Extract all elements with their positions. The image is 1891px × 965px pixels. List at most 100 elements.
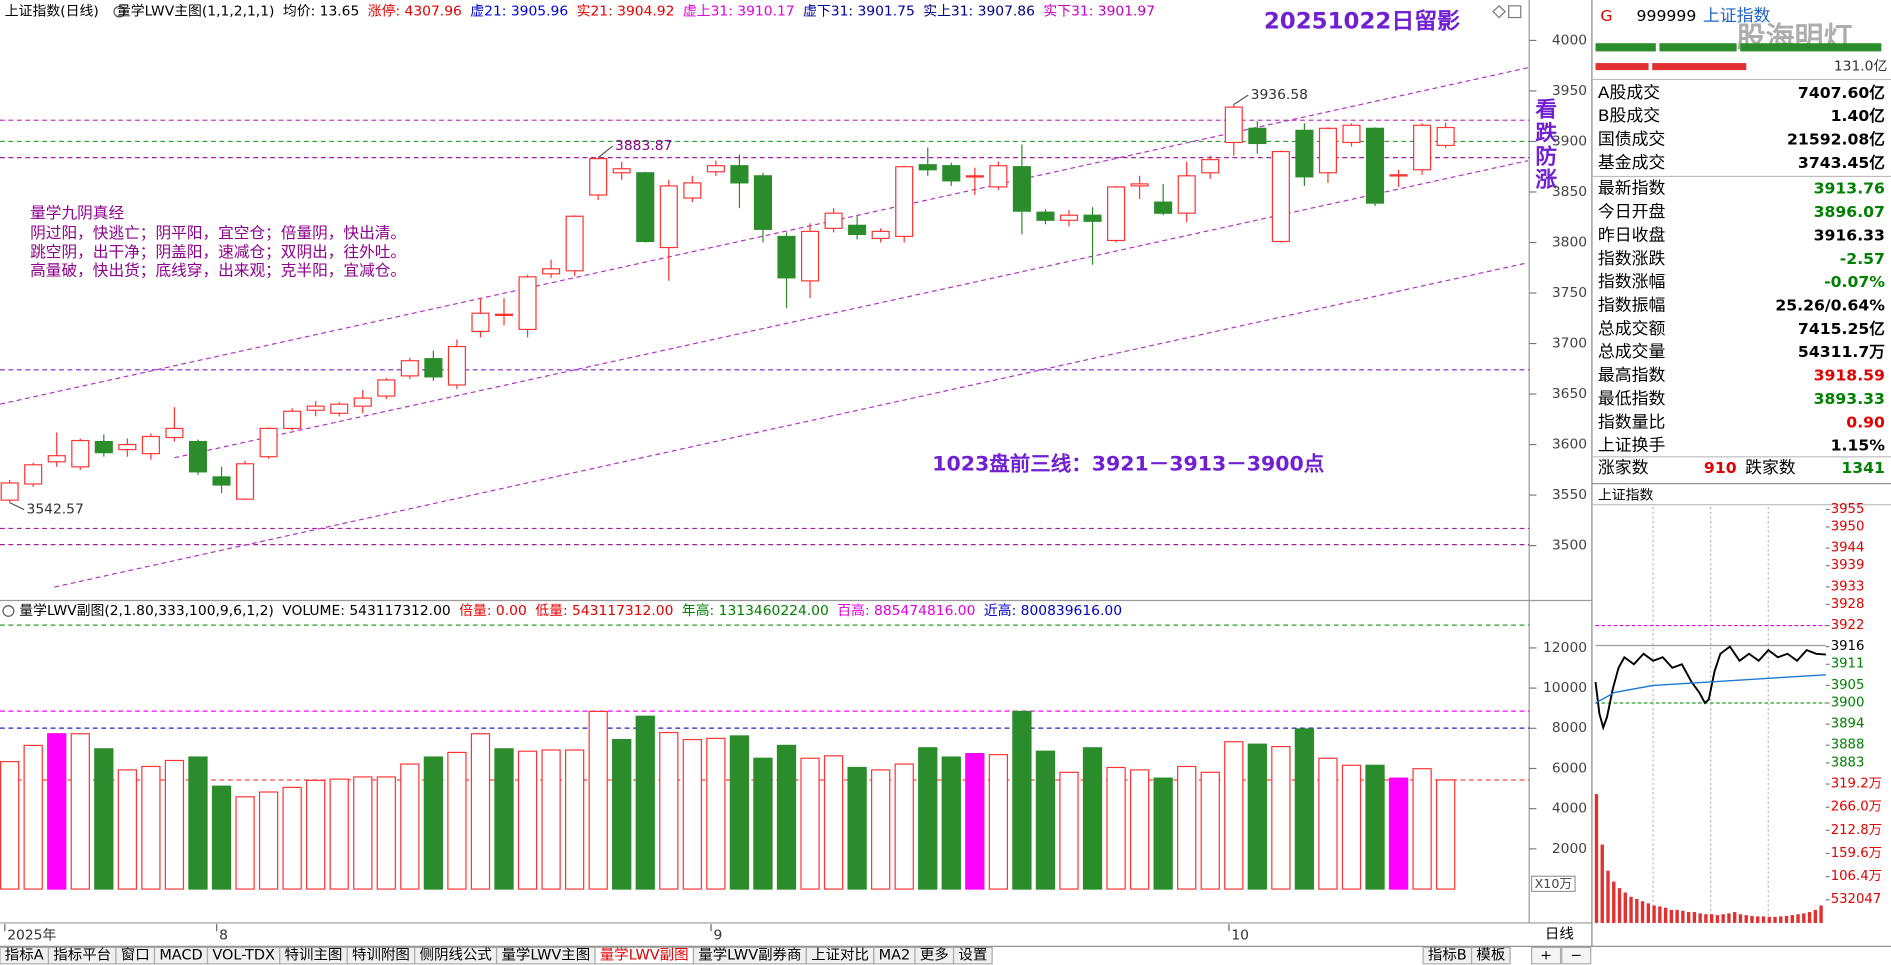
header-item: 百高: 885474816.00: [837, 602, 975, 619]
volume-bar: [1436, 779, 1456, 890]
tool-icon[interactable]: [1508, 5, 1522, 19]
y-tick-label: 3928: [1831, 597, 1865, 612]
volume-bar: [282, 786, 302, 890]
candle-body: [1059, 214, 1079, 221]
candle-body: [236, 463, 255, 500]
tab-label[interactable]: 窗口: [121, 946, 150, 964]
tab-label[interactable]: 量学LWV副券商: [698, 947, 801, 964]
zoom-out[interactable]: −: [1570, 948, 1582, 964]
x-tick-label: 10: [1231, 928, 1249, 944]
candle-body: [306, 405, 325, 411]
quote-label: 昨日收盘: [1598, 226, 1666, 245]
candle-body: [989, 165, 1008, 188]
zoom-button[interactable]: [1531, 946, 1562, 965]
tab-label[interactable]: VOL-TDX: [212, 948, 275, 964]
volume-bar: [1365, 764, 1385, 890]
intraday-volume-bar: [1635, 899, 1639, 923]
volume-bar: [188, 756, 208, 890]
intraday-volume-bar: [1681, 910, 1685, 923]
y-tick-label: 6000: [1552, 761, 1587, 777]
tab[interactable]: [952, 946, 993, 965]
volume-bar: [23, 744, 43, 890]
volume-bar: [847, 766, 867, 890]
verse-line: 阴过阳，快逃亡；阴平阳，宜空仓；倍量阴，快出清。: [30, 224, 406, 242]
candle-body: [1248, 127, 1267, 145]
candle-body: [777, 235, 796, 279]
y-tick-label: 266.0万: [1831, 800, 1882, 815]
tab-label[interactable]: 更多: [920, 947, 949, 964]
quote-value: 3916.33: [1814, 227, 1885, 245]
zoom-button[interactable]: [1561, 946, 1592, 965]
down-label: 跌家数: [1745, 458, 1796, 477]
volume-bar: [1059, 771, 1079, 890]
volume-bar: [800, 757, 820, 890]
quote-value: 1.15%: [1831, 437, 1885, 455]
candle-body: [1177, 175, 1196, 214]
tab[interactable]: [1470, 946, 1511, 965]
volume-bar: [117, 769, 138, 890]
header-item: 倍量: 0.00: [459, 603, 527, 619]
volume-plot: [0, 624, 1530, 890]
candle-body: [706, 165, 725, 173]
x-tick-label: 2025年: [7, 928, 56, 944]
zoom-in[interactable]: +: [1540, 948, 1552, 964]
volume-bar: [1224, 741, 1244, 890]
candle-body: [871, 230, 890, 240]
candle-body: [965, 175, 984, 178]
intraday-volume-bar: [1813, 909, 1818, 923]
quote-value: 3743.45亿: [1798, 153, 1885, 172]
candle-body: [1224, 106, 1243, 144]
intraday-volume-bar: [1819, 905, 1823, 923]
quote-label: 总成交量: [1598, 342, 1666, 361]
header-item: 虚上31: 3910.17: [683, 4, 795, 20]
intraday-title: 上证指数: [1598, 487, 1654, 503]
tool-icon[interactable]: [1492, 5, 1506, 19]
volume-bar: [918, 747, 938, 890]
y-tick-label: 3550: [1552, 487, 1587, 503]
intraday-volume-bar: [1646, 903, 1651, 923]
y-tick-label: 3700: [1552, 336, 1587, 352]
header-item: 实21: 3904.92: [577, 4, 675, 20]
tab-label[interactable]: 指标A: [5, 947, 44, 964]
candle-body: [212, 476, 231, 486]
quote-value: 3918.59: [1814, 367, 1885, 385]
y-tick-label: 106.4万: [1831, 869, 1882, 884]
candle-body: [283, 410, 302, 429]
down-count: 1341: [1841, 459, 1885, 477]
tab-label[interactable]: 量学LWV副图: [600, 947, 689, 964]
quote-label: 国债成交: [1598, 130, 1666, 149]
quote-label: 最低指数: [1598, 389, 1666, 408]
quote-value: 3896.07: [1814, 203, 1885, 221]
tab-label[interactable]: 模板: [1476, 947, 1505, 964]
candle-body: [942, 165, 961, 182]
tab-label[interactable]: 量学LWV主图: [501, 947, 590, 964]
y-tick-label: 3600: [1552, 437, 1587, 453]
quote-label: 上证换手: [1598, 436, 1666, 455]
candle-body: [1436, 126, 1455, 147]
tab-label[interactable]: 特训主图: [285, 947, 343, 964]
candle-body: [800, 230, 820, 282]
tab-label[interactable]: 侧阴线公式: [420, 947, 492, 964]
header-item: 实上31: 3907.86: [923, 4, 1035, 20]
tab-label[interactable]: 指标B: [1428, 947, 1467, 964]
intraday-volume-bar: [1617, 888, 1622, 923]
trend-line: [54, 262, 1529, 588]
tab-label[interactable]: MA2: [879, 948, 911, 964]
volume-bar: [1318, 757, 1338, 890]
price-label: 3542.57: [27, 502, 84, 518]
tab-label[interactable]: 上证对比: [811, 947, 869, 964]
quote-label: B股成交: [1598, 106, 1660, 125]
volume-bar: [1271, 746, 1291, 890]
tab-label[interactable]: 特训附图: [352, 947, 410, 964]
tab-label[interactable]: MACD: [159, 948, 202, 964]
volume-bar: [776, 744, 797, 890]
tab-label[interactable]: 指标平台: [53, 947, 111, 964]
tab-label[interactable]: 设置: [958, 947, 987, 964]
quote-value: 21592.08亿: [1787, 130, 1885, 149]
candle-body: [542, 268, 561, 275]
volume-bar: [70, 733, 90, 890]
volume-bar: [1177, 765, 1197, 890]
candle-body: [824, 212, 843, 229]
price-line: [1595, 674, 1826, 704]
